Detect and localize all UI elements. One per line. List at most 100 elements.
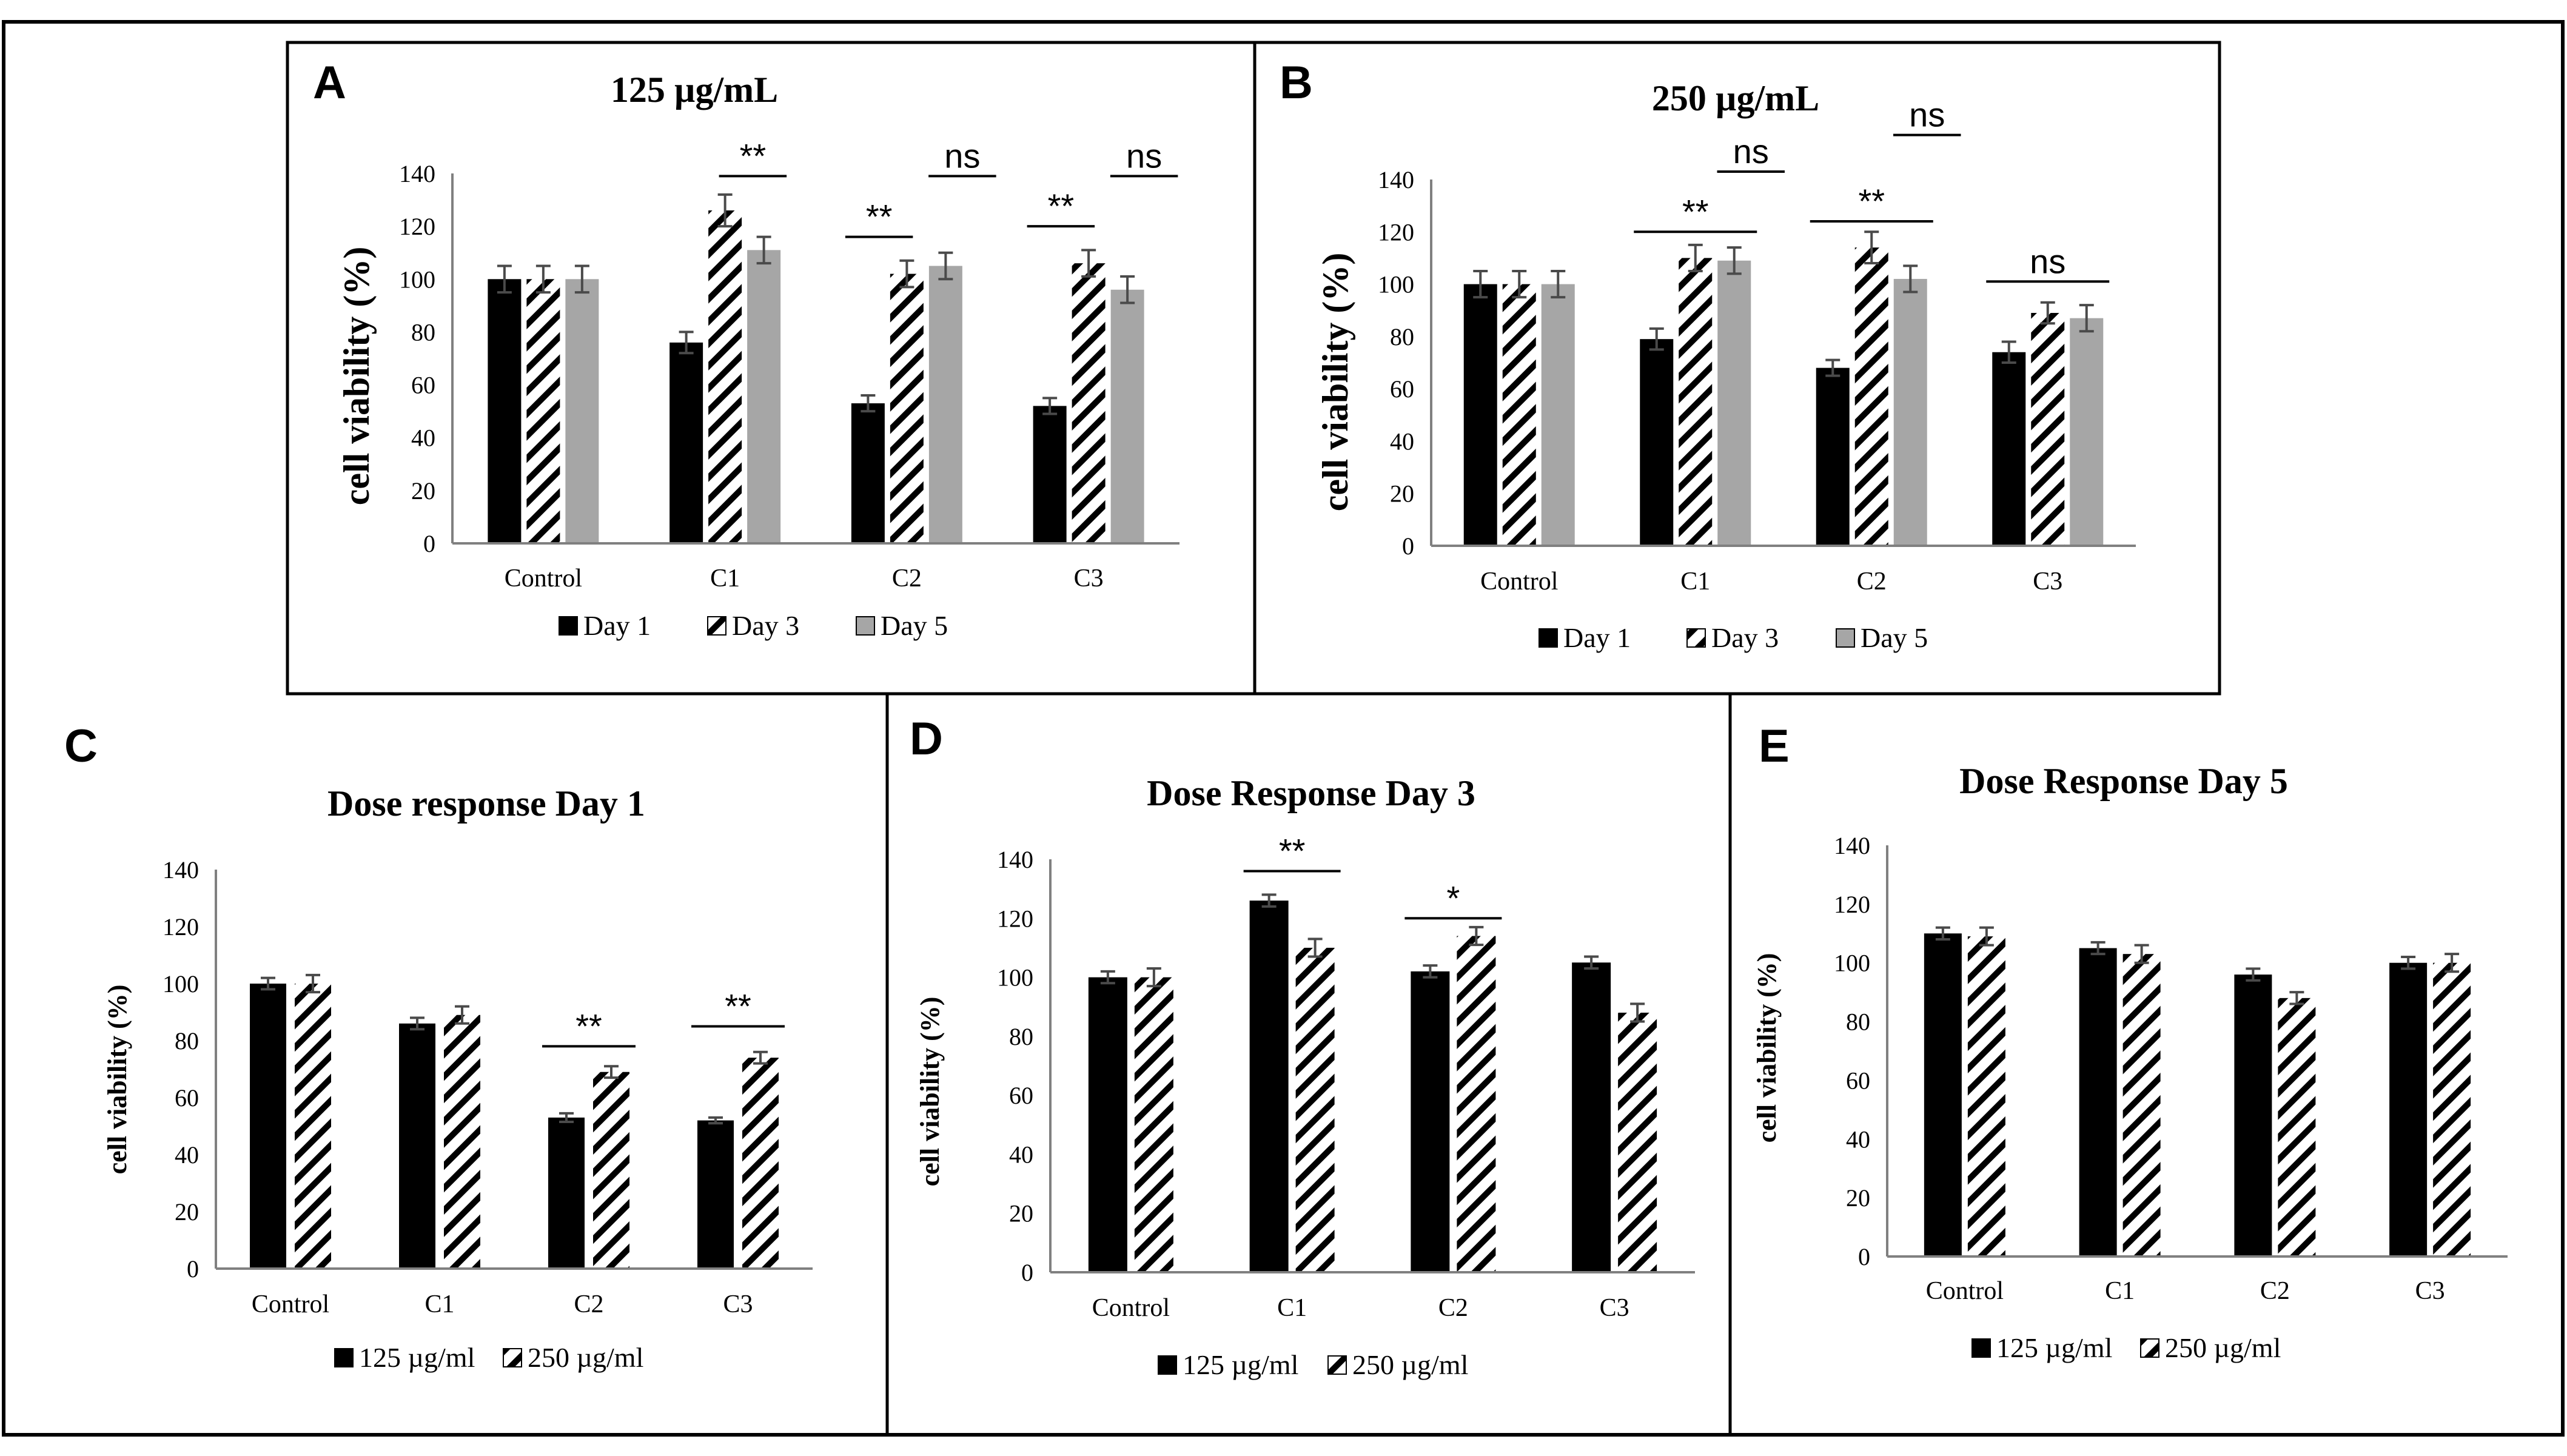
panel-a: A 125 µg/mL cell viability (%) 0 20 40 60 80… [313, 57, 1179, 641]
bar [1033, 406, 1067, 543]
chart-title: Dose response Day 1 [327, 783, 645, 824]
panel-letter: C [64, 720, 98, 772]
y-tick-label: 0 [1021, 1259, 1033, 1286]
y-tick-label: 60 [1009, 1082, 1033, 1109]
y-tick-label: 120 [997, 905, 1033, 932]
bar [2122, 954, 2161, 1256]
bar [444, 1015, 480, 1269]
bar [1967, 936, 2005, 1256]
y-tick-label: 100 [1378, 271, 1414, 298]
significance-label: ns [944, 136, 980, 175]
legend-label: Day 3 [1711, 622, 1779, 653]
bars [1088, 901, 1657, 1272]
y-tick-label: 80 [411, 318, 435, 346]
y-tick-label: 140 [163, 856, 199, 884]
y-tick-label: 100 [399, 266, 435, 293]
bar [2070, 318, 2104, 546]
x-category-label: C3 [2033, 568, 2062, 595]
legend-swatch [559, 616, 578, 636]
x-category-label: C3 [1074, 565, 1104, 592]
bar [747, 250, 781, 543]
legend-label: 250 µg/ml [2165, 1332, 2281, 1363]
x-category-label: C3 [1600, 1294, 1629, 1322]
significance-markers: ** ns ** ns ns [1634, 96, 2110, 283]
y-tick-label: 120 [1834, 891, 1870, 918]
y-tick-label: 20 [1009, 1200, 1033, 1227]
bar [250, 984, 286, 1269]
y-tick-label: 40 [411, 424, 435, 452]
x-category-label: C1 [424, 1290, 454, 1318]
bar [1717, 260, 1751, 546]
y-tick-label: 60 [1390, 375, 1414, 403]
x-category-label: C3 [2415, 1277, 2445, 1305]
bar [1618, 1012, 1657, 1272]
x-category-label: C1 [710, 565, 740, 592]
y-tick-labels: 0 20 40 60 80 100 120 140 [1834, 832, 1870, 1270]
bar [890, 273, 924, 543]
panel-letter: D [910, 713, 943, 765]
y-tick-label: 40 [1009, 1141, 1033, 1168]
bar [669, 342, 703, 543]
x-category-labels: Control C1 C2 C3 [1926, 1277, 2445, 1305]
significance-markers: ** ** [542, 987, 785, 1048]
legend-label: Day 5 [1861, 622, 1928, 653]
significance-markers: ** ** ns ** ns [719, 136, 1178, 238]
bars [1924, 933, 2471, 1256]
bar [1249, 901, 1289, 1272]
x-category-label: Control [505, 565, 582, 592]
y-tick-label: 100 [997, 964, 1033, 991]
panel-letter: B [1280, 57, 1313, 109]
x-category-label: Control [252, 1290, 329, 1318]
y-tick-label: 80 [1846, 1008, 1870, 1036]
significance-label: ** [866, 198, 893, 236]
legend-swatch [2140, 1338, 2159, 1358]
y-tick-label: 80 [1390, 323, 1414, 351]
bar [1816, 367, 1850, 546]
y-axis-label: cell viability (%) [1752, 953, 1782, 1143]
bar [1541, 284, 1575, 546]
legend: Day 1 Day 3 Day 5 [1539, 622, 1928, 653]
legend-swatch [707, 616, 726, 636]
y-tick-label: 0 [1402, 532, 1414, 560]
panel-letter: E [1759, 720, 1790, 772]
y-tick-label: 60 [175, 1084, 199, 1112]
bar [1893, 278, 1927, 546]
bar [2234, 975, 2272, 1256]
bar [1854, 247, 1888, 546]
bar [2079, 948, 2117, 1256]
legend-label: 250 µg/ml [1352, 1349, 1468, 1380]
significance-label: ** [1858, 182, 1885, 220]
bar [2278, 998, 2316, 1256]
significance-label: ns [1126, 136, 1162, 175]
y-tick-label: 140 [1834, 832, 1870, 859]
chart-title: Dose Response Day 5 [1959, 761, 2288, 801]
legend-swatch [1686, 628, 1706, 648]
legend-swatch [1539, 628, 1558, 648]
bar [2031, 313, 2065, 546]
y-tick-label: 100 [163, 970, 199, 998]
panel-c: C Dose response Day 1 cell viability (%)… [64, 720, 813, 1373]
legend: Day 1 Day 3 Day 5 [559, 610, 948, 641]
y-tick-labels: 0 20 40 60 80 100 120 140 [399, 160, 435, 557]
y-axis-label: cell viability (%) [102, 985, 132, 1175]
bar [697, 1120, 734, 1269]
legend-swatch [1158, 1355, 1177, 1375]
legend-swatch [503, 1348, 522, 1367]
bar [295, 984, 331, 1269]
x-category-label: C1 [2105, 1277, 2135, 1305]
y-tick-label: 0 [1858, 1243, 1870, 1270]
bar [1463, 284, 1497, 546]
y-tick-label: 60 [1846, 1067, 1870, 1094]
bar [1640, 339, 1674, 546]
y-tick-labels: 0 20 40 60 80 100 120 140 [1378, 166, 1414, 560]
x-category-label: C3 [723, 1290, 753, 1318]
x-category-labels: Control C1 C2 C3 [505, 565, 1104, 592]
legend-swatch [856, 616, 875, 636]
y-tick-label: 60 [411, 372, 435, 399]
x-category-label: C2 [1857, 568, 1887, 595]
x-category-label: Control [1092, 1294, 1170, 1322]
x-category-label: Control [1480, 568, 1558, 595]
bar [1502, 284, 1536, 546]
bar [1072, 263, 1106, 543]
